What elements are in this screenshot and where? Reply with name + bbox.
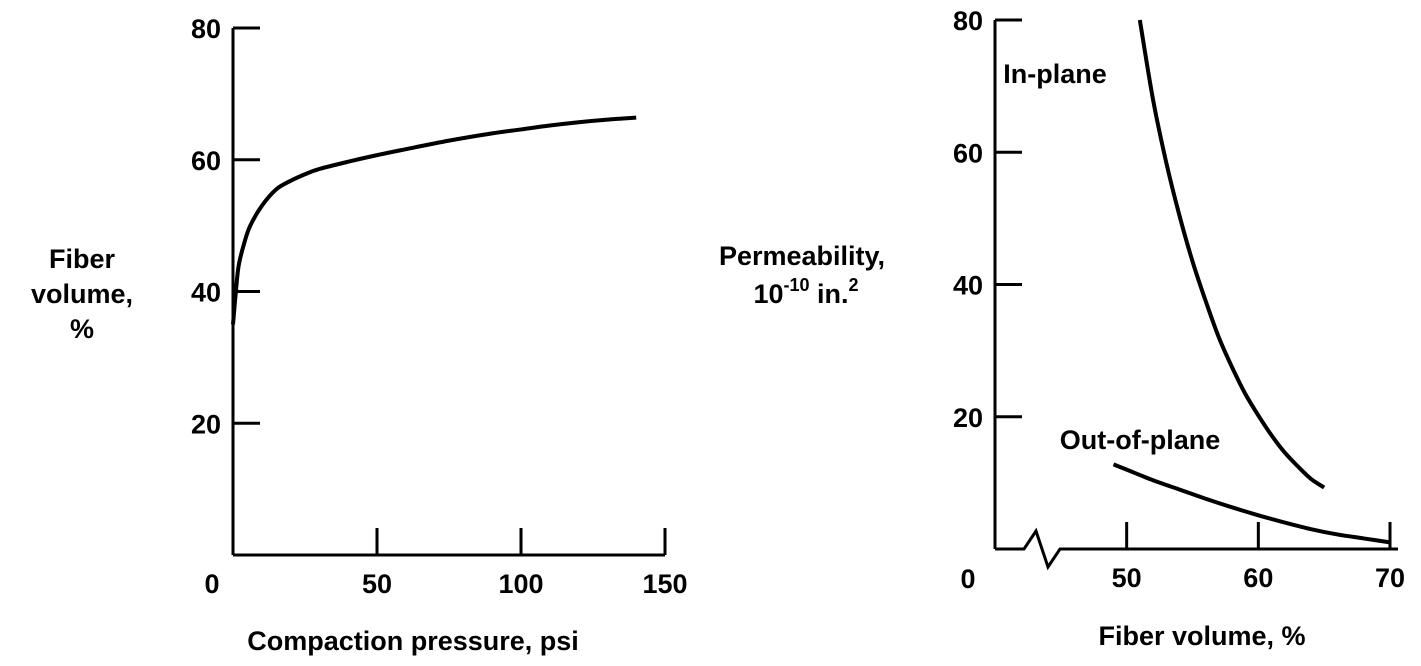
left-y-tick-label: 80 [191, 14, 221, 44]
left-series-line [231, 115, 637, 325]
right-tick-labels: 20 40 60 80 50 60 70 [953, 6, 1405, 593]
left-x-tick-label: 100 [498, 569, 543, 599]
left-x-tick-label: 50 [362, 569, 392, 599]
right-x-axis-with-break [995, 527, 1398, 571]
right-y-tick-label: 80 [953, 6, 983, 36]
left-y-tick-label: 40 [191, 278, 221, 308]
chart-left: 20 40 60 80 0 50 100 150 Fiber volume, % Compac… [31, 14, 688, 656]
right-y-tick-label: 20 [953, 403, 983, 433]
right-x-tick-label: 70 [1375, 563, 1405, 593]
right-origin-label: 0 [960, 564, 975, 594]
left-ylabel-line2: volume, [31, 279, 133, 309]
ylabel-unit-mid: in. [810, 279, 849, 309]
right-xlabel: Fiber volume, % [1098, 621, 1305, 651]
left-y-tick-label: 60 [191, 146, 221, 176]
left-x-tick-label: 150 [642, 569, 687, 599]
left-ylabel-line3: % [70, 314, 94, 344]
in-plane-label: In-plane [1003, 59, 1107, 89]
out-of-plane-line [1112, 462, 1391, 545]
right-ticks [995, 18, 1392, 549]
left-y-tick-label: 20 [191, 409, 221, 439]
right-x-tick-label: 60 [1243, 563, 1273, 593]
right-y-tick-label: 40 [953, 271, 983, 301]
ylabel-unit-exp: -10 [784, 275, 810, 295]
ylabel-unit-sq: 2 [849, 275, 859, 295]
out-of-plane-label: Out-of-plane [1060, 425, 1220, 455]
right-x-tick-label: 50 [1112, 563, 1142, 593]
right-y-tick-label: 60 [953, 138, 983, 168]
left-ylabel-line1: Fiber [49, 244, 116, 274]
left-tick-labels: 20 40 60 80 0 50 100 150 [191, 14, 688, 599]
left-x-tick-label: 0 [204, 569, 219, 599]
ylabel-unit-base: 10 [753, 279, 783, 309]
in-plane-line [1137, 19, 1326, 490]
right-ylabel-line1: Permeability, [719, 241, 885, 271]
left-ticks [233, 26, 667, 555]
left-xlabel: Compaction pressure, psi [247, 626, 579, 656]
right-ylabel-line2: 10-10 in.2 [753, 275, 858, 309]
